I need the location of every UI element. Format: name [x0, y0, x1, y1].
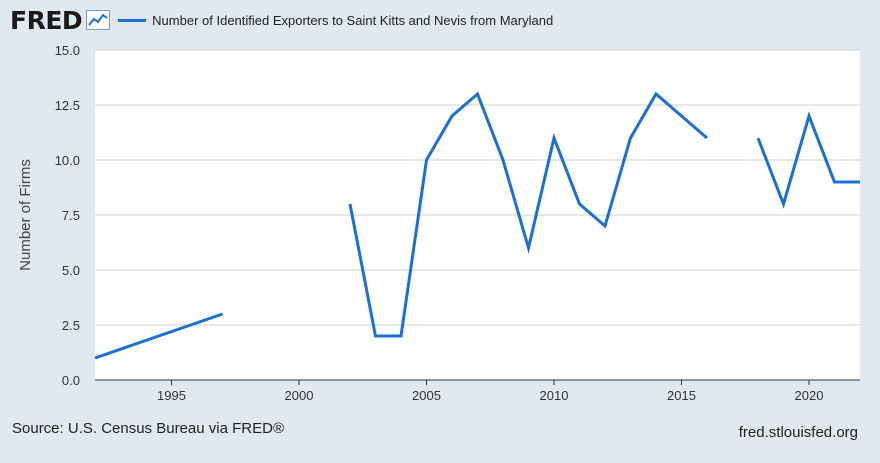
source-note: Source: U.S. Census Bureau via FRED®	[12, 420, 284, 437]
legend-line-swatch	[118, 18, 147, 22]
y-tick-label: 2.5	[62, 318, 80, 333]
x-tick-label: 2010	[540, 388, 569, 403]
line-chart: 0.0 2.5 5.0 7.5 10.0 12.5 15.0 1995 2000 2005 201…	[17, 43, 860, 403]
y-axis-label: Number of Firms	[17, 159, 34, 271]
x-tick-label: 2015	[667, 388, 696, 403]
fred-logo[interactable]: FRED	[10, 5, 83, 35]
series-line-segment[interactable]	[94, 312, 223, 360]
series-line-segment[interactable]	[756, 111, 860, 209]
chart-header: FRED Number of Identified Exporters to S…	[10, 5, 553, 35]
y-tick-label: 12.5	[55, 98, 80, 113]
legend: Number of Identified Exporters to Saint …	[118, 13, 553, 28]
line-chart-icon	[86, 10, 111, 30]
series-group	[94, 91, 860, 360]
x-tick-label: 2000	[285, 388, 314, 403]
y-tick-label: 10.0	[55, 153, 80, 168]
y-tick-label: 5.0	[62, 263, 80, 278]
legend-label: Number of Identified Exporters to Saint …	[152, 12, 554, 28]
gridlines	[95, 49, 860, 326]
site-link[interactable]: fred.stlouisfed.org	[738, 424, 858, 441]
x-tick-label: 2020	[795, 388, 824, 403]
x-tick-label: 1995	[157, 388, 186, 403]
series-line-segment[interactable]	[348, 91, 708, 338]
y-tick-label: 15.0	[55, 43, 80, 58]
x-tick-labels: 1995 2000 2005 2010 2015 2020	[157, 380, 823, 403]
y-tick-label: 0.0	[62, 373, 80, 388]
y-tick-label: 7.5	[62, 208, 80, 223]
x-tick-label: 2005	[412, 388, 441, 403]
y-tick-labels: 0.0 2.5 5.0 7.5 10.0 12.5 15.0	[55, 43, 80, 388]
